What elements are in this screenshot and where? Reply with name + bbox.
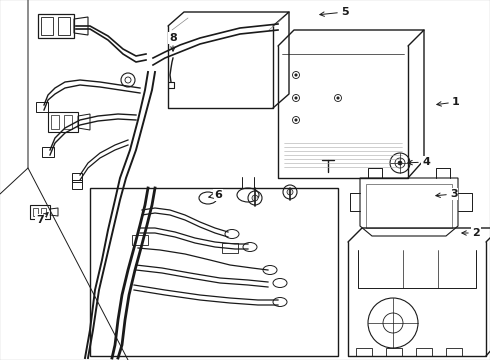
Text: 5: 5 (341, 7, 349, 17)
Bar (42, 147, 54, 157)
Bar (30, 205, 50, 219)
Text: 3: 3 (450, 189, 458, 199)
Bar (386, 348, 402, 356)
Circle shape (295, 119, 297, 121)
Bar (356, 348, 372, 356)
Bar (72, 173, 82, 182)
Bar (446, 348, 462, 356)
Bar (416, 348, 432, 356)
Text: 2: 2 (472, 228, 480, 238)
Text: 6: 6 (214, 190, 222, 200)
Bar (64, 115, 72, 129)
Text: 8: 8 (169, 33, 177, 43)
Bar (38, 14, 74, 38)
Bar (33, 208, 38, 216)
Bar (41, 208, 46, 216)
Circle shape (252, 195, 258, 201)
Bar (58, 17, 70, 35)
Circle shape (337, 97, 339, 99)
Bar (222, 243, 238, 253)
Circle shape (287, 189, 293, 195)
Bar (72, 180, 82, 189)
Bar (90, 188, 338, 356)
Bar (366, 184, 452, 228)
Bar (36, 102, 48, 112)
Text: 1: 1 (452, 97, 460, 107)
Text: 7: 7 (36, 215, 44, 225)
Circle shape (295, 97, 297, 99)
Circle shape (295, 74, 297, 76)
Bar (51, 115, 59, 129)
Circle shape (398, 161, 402, 165)
Bar (41, 17, 53, 35)
Bar (132, 235, 148, 245)
Bar (48, 112, 78, 132)
Text: 4: 4 (422, 157, 430, 167)
